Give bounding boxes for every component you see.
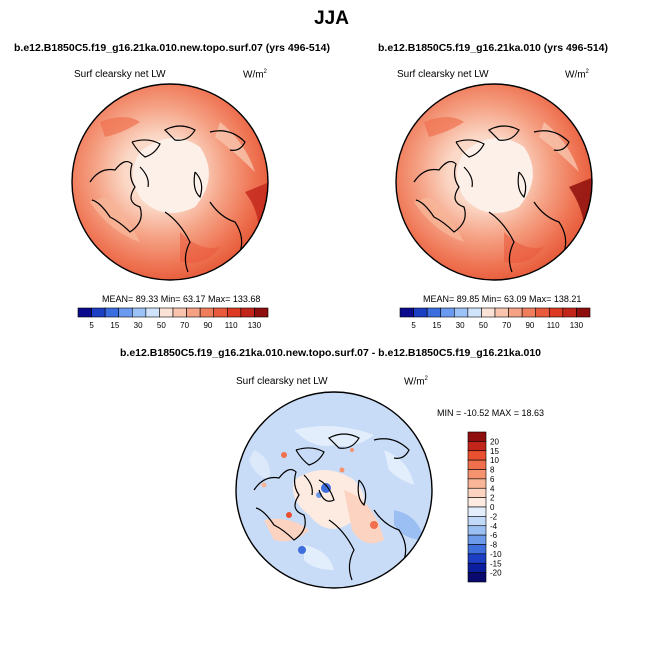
- colorbar-swatch: [548, 307, 564, 318]
- colorbar-tick-label: 15: [490, 447, 499, 456]
- colorbar-swatch: [172, 307, 187, 318]
- colorbar-swatch: [413, 307, 428, 318]
- colorbar-swatch: [426, 307, 442, 318]
- colorbar-tick-label: 90: [203, 321, 212, 330]
- colorbar-swatch: [467, 441, 487, 452]
- colorbar-tick-label: 70: [502, 321, 511, 330]
- colorbar-tick-label: 8: [490, 466, 495, 475]
- colorbar-tick-label: -15: [490, 559, 502, 568]
- colorbar-tick-label: 110: [547, 321, 560, 330]
- colorbar-tick-label: -6: [490, 531, 498, 540]
- panel-3-units: W/m2: [404, 376, 428, 388]
- colorbar-swatch: [508, 307, 523, 318]
- colorbar-tick-label: -10: [490, 550, 502, 559]
- colorbar-tick-label: -8: [490, 541, 498, 550]
- colorbar-swatch: [467, 469, 487, 480]
- colorbar-swatch: [467, 516, 487, 527]
- panel-3-variable-label: Surf clearsky net LW: [236, 376, 328, 387]
- colorbar-tick-label: -2: [490, 512, 498, 521]
- colorbar-swatch: [213, 307, 228, 318]
- colorbar-swatch: [145, 307, 160, 318]
- colorbar-swatch: [562, 307, 577, 318]
- colorbar-tick-label: 15: [432, 321, 441, 330]
- colorbar-tick-label: 20: [490, 437, 499, 446]
- colorbar-swatch: [467, 534, 487, 545]
- colorbar-swatch: [467, 572, 487, 583]
- colorbar-swatch: [467, 562, 487, 573]
- colorbar-tick-label: 5: [89, 321, 94, 330]
- panel-2-units: W/m2: [565, 69, 589, 81]
- colorbar-swatch: [91, 307, 106, 318]
- colorbar-tick-label: -4: [490, 522, 498, 531]
- panel-3-stats: MIN = -10.52 MAX = 18.63: [437, 408, 545, 418]
- colorbar-tick-label: 30: [134, 321, 143, 330]
- colorbar-tick-label: 6: [490, 475, 495, 484]
- colorbar-tick-label: 0: [490, 503, 495, 512]
- panel-1-stats: MEAN= 89.33 Min= 63.17 Max= 133.68: [102, 294, 261, 304]
- colorbar-tick-label: 130: [248, 321, 262, 330]
- colorbar-swatch: [104, 307, 120, 318]
- colorbar-tick-label: 10: [490, 456, 499, 465]
- colorbar-swatch: [467, 544, 487, 555]
- colorbar-swatch: [159, 307, 174, 318]
- colorbar-tick-label: 2: [490, 494, 495, 503]
- colorbar-swatch: [576, 307, 591, 318]
- colorbar-swatch: [77, 307, 92, 318]
- colorbar-swatch: [521, 307, 537, 318]
- colorbar-swatch: [118, 307, 133, 318]
- colorbar-tick-label: -20: [490, 569, 502, 578]
- colorbar-swatch: [467, 431, 487, 442]
- colorbar-swatch: [467, 478, 487, 489]
- colorbar-swatch: [226, 307, 242, 318]
- polar-map-2: [395, 83, 593, 281]
- colorbar-tick-label: 70: [180, 321, 189, 330]
- colorbar-swatch: [467, 450, 487, 461]
- colorbar-swatch: [467, 497, 487, 508]
- colorbar-tick-label: 4: [490, 484, 495, 493]
- colorbar-tick-label: 15: [110, 321, 119, 330]
- colorbar-swatch: [467, 525, 487, 536]
- colorbar-swatch: [199, 307, 215, 318]
- colorbar-swatch: [186, 307, 201, 318]
- colorbar-swatch: [467, 459, 487, 470]
- colorbar-swatch: [481, 307, 496, 318]
- colorbar-swatch: [467, 307, 482, 318]
- panel-2-title: b.e12.B1850C5.f19_g16.21ka.010 (yrs 496-…: [378, 42, 608, 54]
- colorbar-swatch: [254, 307, 269, 318]
- colorbar-swatch: [399, 307, 414, 318]
- polar-map-1: [71, 83, 269, 281]
- colorbar-tick-label: 90: [525, 321, 534, 330]
- colorbar-tick-label: 50: [157, 321, 166, 330]
- colorbar-swatch: [440, 307, 455, 318]
- colorbar-swatch: [453, 307, 469, 318]
- colorbar-2: 5 15 30 50 70 90 110 130: [399, 307, 591, 330]
- colorbar-tick-label: 30: [456, 321, 465, 330]
- colorbar-swatch: [467, 487, 487, 498]
- colorbar-1: 5 15 30 50 70 90 110 130: [77, 307, 269, 330]
- panel-1-variable-label: Surf clearsky net LW: [74, 69, 166, 80]
- colorbar-swatch: [494, 307, 509, 318]
- colorbar-swatch: [535, 307, 550, 318]
- polar-map-difference: [235, 391, 433, 589]
- colorbar-swatch: [240, 307, 255, 318]
- colorbar-swatch: [467, 506, 487, 517]
- colorbar-tick-label: 50: [479, 321, 488, 330]
- colorbar-tick-label: 130: [570, 321, 584, 330]
- season-title: JJA: [314, 8, 349, 29]
- colorbar-tick-label: 110: [225, 321, 238, 330]
- panel-1-units: W/m2: [243, 69, 267, 81]
- panel-2-stats: MEAN= 89.85 Min= 63.09 Max= 138.21: [423, 294, 582, 304]
- colorbar-swatch: [131, 307, 147, 318]
- panel-1-title: b.e12.B1850C5.f19_g16.21ka.010.new.topo.…: [14, 42, 330, 54]
- panel-2-variable-label: Surf clearsky net LW: [397, 69, 489, 80]
- colorbar-tick-label: 5: [411, 321, 416, 330]
- colorbar-swatch: [467, 553, 487, 564]
- panel-3-title: b.e12.B1850C5.f19_g16.21ka.010.new.topo.…: [120, 347, 542, 359]
